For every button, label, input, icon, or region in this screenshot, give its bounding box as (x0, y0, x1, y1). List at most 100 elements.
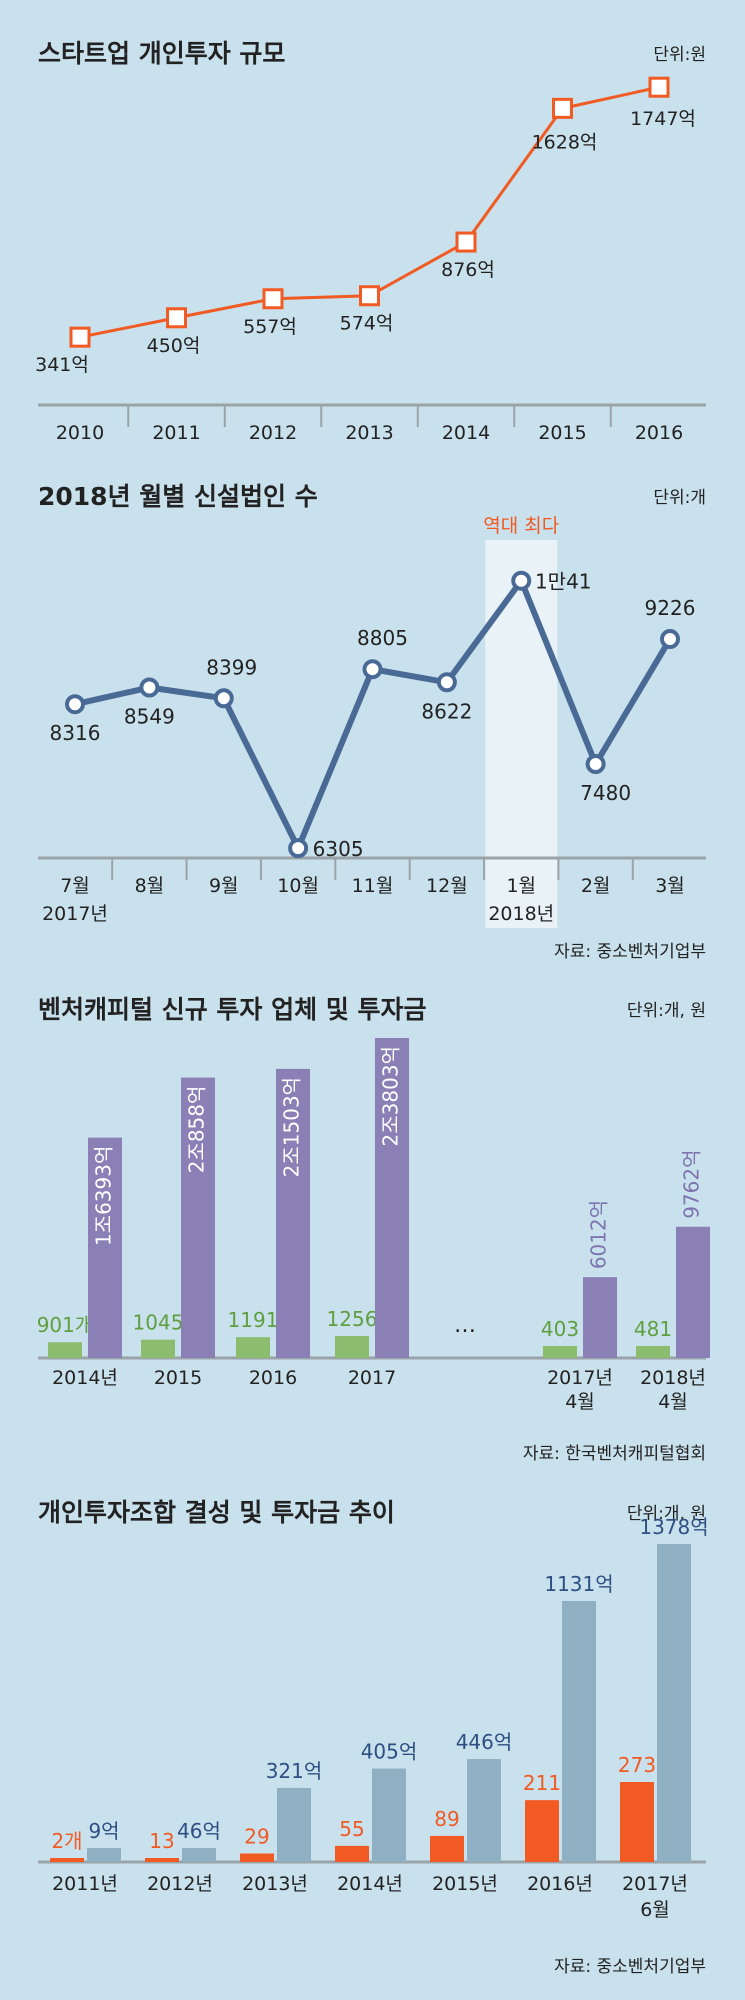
chart4-bar-count (430, 1835, 464, 1862)
chart2-data-label: 8805 (357, 626, 408, 650)
chart4-amount-label: 1378억 (639, 1515, 708, 1539)
chart2-x-label: 9월 (209, 875, 239, 897)
chart2-year-label: 2017년 (42, 903, 108, 925)
chart1-x-label: 2011 (152, 422, 200, 444)
chart2-data-label: 8399 (206, 655, 257, 679)
chart3-count-label: 1045 (133, 1311, 184, 1335)
chart1-data-label: 1747억 (630, 108, 696, 130)
chart4-count-label: 211 (523, 1771, 561, 1795)
chart2-highlight-label: 역대 최다 (483, 515, 559, 537)
chart2-x-label: 2월 (581, 875, 611, 897)
chart2-point (362, 659, 383, 680)
chart4-unit: 단위:개, 원 (627, 1504, 706, 1524)
chart1-x-label: 2015 (538, 422, 586, 444)
chart1-data-label: 574억 (340, 313, 394, 335)
chart1-x-label: 2016 (635, 422, 683, 444)
chart4-bar-count (620, 1782, 654, 1862)
chart2-x-label: 1월 (506, 875, 536, 897)
chart3-bar-count (48, 1342, 82, 1358)
chart4-amount-label: 46억 (177, 1819, 221, 1843)
chart4-x-label: 2015년 (432, 1873, 498, 1895)
chart2-source: 자료: 중소벤처기업부 (554, 942, 706, 962)
chart4-title: 개인투자조합 결성 및 투자금 추이 (38, 1498, 395, 1527)
chart3-source: 자료: 한국벤처캐피털협회 (523, 1444, 706, 1464)
chart2-point (660, 629, 680, 650)
chart4-count-label: 13 (149, 1829, 174, 1853)
chart4-bar-amount (372, 1768, 406, 1862)
chart3-x-label: 2018년 4월 (640, 1367, 706, 1413)
chart1-plot: 2010 2011 2012 2013 2014 2015 2016 341억 450억 557억… (35, 76, 706, 444)
chart3-bar-count (636, 1346, 670, 1358)
panel-individual-investment-union: 개인투자조합 결성 및 투자금 추이 단위:개, 원 2011년 2개 9억 2012… (38, 1498, 709, 1977)
chart4-bar-amount (467, 1759, 501, 1862)
chart4-bar-amount (182, 1848, 216, 1862)
chart2-highlight-band (485, 540, 558, 928)
chart3-bar-amount (88, 1137, 122, 1358)
chart2-unit: 단위:개 (653, 488, 706, 508)
chart3-bar-count (141, 1339, 175, 1358)
chart1-point (359, 285, 380, 307)
chart3-bar-amount (583, 1277, 617, 1358)
chart3-bar-count (543, 1346, 577, 1358)
chart2-point (213, 688, 234, 709)
chart2-data-label: 6305 (313, 837, 364, 861)
chart2-point (65, 694, 85, 715)
chart3-count-label: 481 (634, 1317, 672, 1341)
chart4-bar-count (525, 1800, 559, 1862)
chart2-x-label: 8월 (135, 875, 165, 897)
chart1-point (552, 97, 573, 119)
chart2-x-label: 7월 (60, 875, 90, 897)
chart3-count-label: 1191 (228, 1308, 279, 1332)
chart3-bar-amount (676, 1226, 710, 1358)
chart4-x-label: 2012년 (147, 1873, 213, 1895)
chart4-count-label: 89 (434, 1807, 459, 1831)
chart4-count-label: 273 (618, 1753, 656, 1777)
chart2-x-label: 3월 (655, 875, 685, 897)
chart2-data-label: 8549 (124, 705, 175, 729)
chart2-data-label: 7480 (580, 781, 631, 805)
chart3-unit: 단위:개, 원 (627, 1001, 706, 1021)
chart3-amount-label: 2조1503억 (280, 1077, 304, 1177)
chart4-amount-label: 9억 (88, 1819, 119, 1843)
chart4-amount-label: 1131억 (544, 1572, 613, 1596)
panel-startup-investment: 스타트업 개인투자 규모 단위:원 2010 2011 2012 2013 2014 20… (35, 39, 706, 444)
chart4-bar-count (145, 1858, 179, 1862)
chart2-data-label: 8622 (421, 699, 472, 723)
chart2-data-label: 9226 (645, 596, 696, 620)
chart4-count-label: 55 (339, 1817, 364, 1841)
chart2-data-label: 1만41 (535, 570, 592, 594)
chart4-x-label: 2016년 (527, 1873, 593, 1895)
chart1-unit: 단위:원 (653, 45, 706, 65)
chart2-point (288, 838, 309, 859)
chart4-amount-label: 405억 (361, 1740, 418, 1764)
chart4-bar-amount (657, 1544, 691, 1862)
panel-monthly-new-corporations: 2018년 월별 신설법인 수 단위:개 역대 최다 7월 2017년 8월 9월 10월… (38, 482, 706, 962)
chart1-title: 스타트업 개인투자 규모 (38, 39, 285, 68)
chart1-point (455, 231, 477, 253)
chart3-x-label: 2016 (249, 1367, 297, 1389)
chart1-x-label: 2010 (56, 422, 104, 444)
chart2-x-label: 10월 (277, 875, 319, 897)
chart3-count-label: 901개 (37, 1313, 94, 1337)
chart4-x-label: 2011년 (52, 1873, 118, 1895)
chart3-x-label: 2014년 (52, 1367, 118, 1389)
chart3-bar-amount (375, 1038, 409, 1358)
chart4-x-label: 2014년 (337, 1873, 403, 1895)
chart2-x-label: 12월 (426, 875, 468, 897)
chart1-point (648, 76, 670, 98)
chart3-plot: 2014년 901개 1조6393억 2015 1045 2조858억 2016 1191 2조… (37, 1038, 710, 1413)
chart4-bar-amount (562, 1601, 596, 1862)
chart4-count-label: 29 (244, 1825, 269, 1849)
chart3-amount-label: 1조6393억 (92, 1146, 116, 1246)
chart2-data-label: 8316 (50, 721, 101, 745)
chart1-data-label: 341억 (35, 354, 89, 376)
chart2-point (585, 754, 606, 775)
chart4-count-label: 2개 (51, 1829, 82, 1853)
chart3-amount-label: 2조858억 (185, 1086, 209, 1174)
chart3-bar-amount (276, 1068, 310, 1358)
chart1-data-label: 1628억 (532, 131, 598, 153)
chart3-count-label: 1256 (327, 1307, 378, 1331)
chart2-point (511, 570, 532, 591)
chart3-amount-label: 9762억 (680, 1149, 704, 1218)
